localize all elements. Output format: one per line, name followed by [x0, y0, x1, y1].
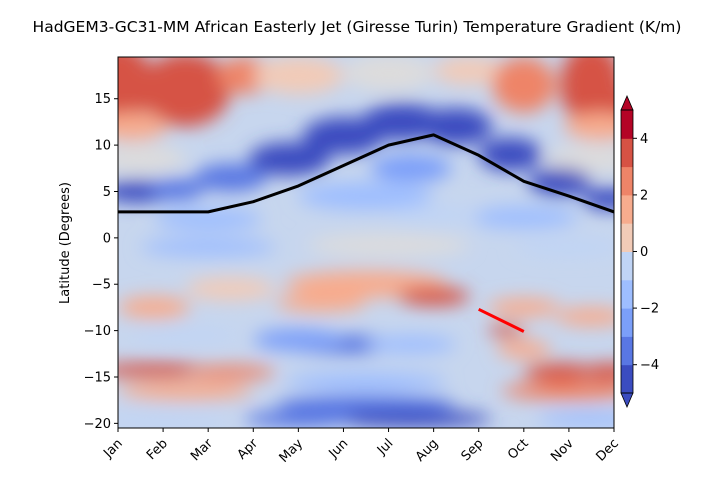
contour-band-55: [537, 411, 614, 427]
x-tick-label: Nov: [548, 436, 577, 465]
x-tick-label: Jan: [100, 436, 125, 461]
colorbar: 4 2 0 −2 −4: [620, 94, 659, 409]
contour-band-5: [433, 57, 506, 85]
chart-title: HadGEM3-GC31-MM African Easterly Jet (Gi…: [33, 18, 682, 36]
contour-band-34: [185, 277, 276, 301]
colorbar-band: [621, 251, 633, 281]
colorbar-tick-label: 0: [640, 245, 648, 260]
contour-band-50: [284, 372, 448, 391]
series-lines: [118, 133, 614, 333]
contour-band-25: [154, 208, 263, 231]
contour-band-32: [397, 287, 470, 306]
contour-band-6: [492, 57, 556, 113]
colorbar-band: [621, 166, 633, 196]
colorbar-band: [621, 138, 633, 168]
x-tick-label: Sep: [459, 436, 487, 464]
y-tick-label: 5: [103, 185, 111, 200]
colorbar-tick-label: 2: [640, 188, 648, 203]
y-tick-label: −20: [84, 417, 111, 432]
x-tick-label: Jul: [374, 436, 396, 458]
contour-band-8: [591, 84, 614, 122]
y-tick-label: −5: [92, 278, 111, 293]
x-tick-label: Feb: [144, 436, 171, 463]
y-tick-label: −15: [84, 370, 111, 385]
contour-band-3: [253, 57, 344, 95]
x-tick-label: Dec: [593, 436, 621, 464]
x-tick-label: Apr: [235, 436, 262, 463]
colorbar-band: [621, 279, 633, 309]
contour-band-14: [149, 178, 204, 201]
colorbar-band: [621, 364, 633, 394]
contour-band-51: [275, 395, 457, 415]
colorbar-band: [621, 336, 633, 366]
colorbar-tick-label: −4: [640, 358, 659, 373]
x-tick-label: Oct: [505, 436, 532, 463]
contour-band-42: [487, 325, 524, 337]
contour-band-4: [343, 57, 434, 92]
plot-area: [118, 57, 614, 428]
colorbar-tick-label: 4: [640, 132, 648, 147]
contour-band-29: [307, 234, 470, 257]
series-line-1: [478, 307, 525, 333]
y-tick-label: −10: [84, 324, 111, 339]
colorbar-extend-min: [620, 392, 634, 409]
contour-band-54: [118, 411, 231, 427]
contour-band-30: [514, 237, 614, 257]
contour-band-11: [118, 145, 186, 173]
contour-band-45: [582, 363, 614, 382]
contour-band-19: [420, 108, 493, 146]
contour-band-26: [469, 206, 578, 229]
contour-band-33: [275, 293, 366, 313]
contour-band-35: [118, 296, 191, 319]
contour-band-52: [329, 410, 493, 428]
colorbar-band: [621, 308, 633, 337]
y-tick-label: 0: [103, 231, 111, 246]
colorbar-band: [621, 194, 633, 224]
colorbar-band: [621, 223, 633, 252]
contour-band-37: [555, 307, 614, 326]
contour-band-48: [118, 381, 254, 401]
x-tick-label: May: [277, 436, 307, 466]
contour-band-28: [140, 237, 276, 257]
colorbar-band: [621, 110, 633, 139]
contour-band-47: [185, 364, 276, 380]
contour-band-20: [478, 137, 542, 172]
contour-band-2: [217, 57, 272, 95]
contour-band-41: [366, 335, 457, 354]
colorbar-extend-max: [620, 94, 634, 111]
contour-band-38: [131, 327, 240, 343]
series-line-0: [118, 133, 614, 214]
contour-band-53: [244, 410, 353, 428]
contour-fill: [118, 57, 614, 428]
x-tick-label: Aug: [413, 436, 442, 465]
y-axis: 15 10 5 0 −5 −10 −15 −20: [84, 92, 118, 432]
contour-band-36: [487, 298, 560, 317]
contour-band-40: [253, 328, 344, 352]
contour-band-1: [140, 57, 231, 127]
contour-band-12: [546, 145, 614, 173]
contour-band-27: [388, 205, 479, 224]
contour-band-24: [298, 182, 434, 211]
colorbar-tick-label: −2: [640, 302, 659, 317]
plot-frame: [117, 56, 615, 429]
contour-band-23: [370, 154, 452, 183]
contour-band-16: [248, 142, 330, 176]
x-tick-label: Jun: [326, 436, 352, 462]
contour-band-43: [496, 339, 551, 359]
contour-band-44: [523, 363, 596, 382]
contour-band-15: [194, 163, 267, 192]
x-tick-label: Mar: [188, 436, 216, 464]
contour-band-9: [118, 112, 168, 141]
y-axis-label: Latitude (Degrees): [58, 182, 73, 304]
y-tick-label: 15: [94, 92, 111, 107]
x-axis: Jan Feb Mar Apr May Jun Jul Aug Sep Oct Nov Dec: [100, 428, 622, 466]
contour-band-10: [564, 112, 614, 141]
contour-band-49: [501, 381, 614, 401]
y-tick-label: 10: [94, 139, 111, 154]
